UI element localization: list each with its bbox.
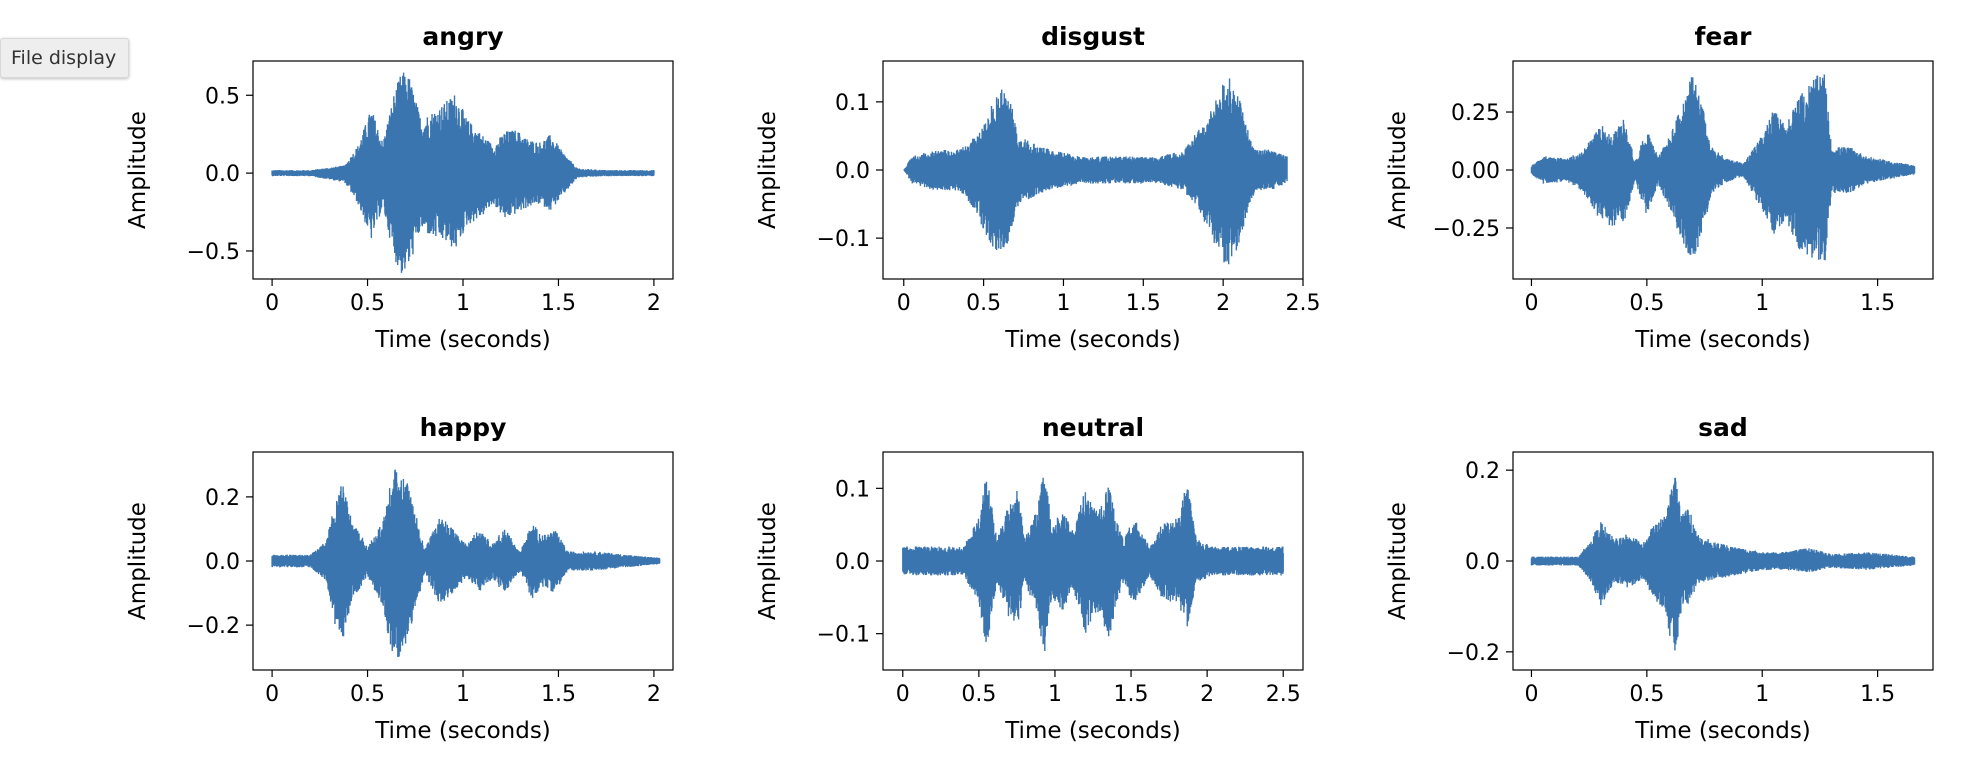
- x-tick-label: 1.5: [541, 682, 576, 707]
- x-tick-label: 1: [1056, 291, 1070, 316]
- y-axis-label: Amplitude: [1385, 502, 1411, 620]
- x-tick-label: 2: [1216, 291, 1230, 316]
- x-tick-label: 0.5: [1629, 291, 1664, 316]
- x-tick-label: 1.5: [1860, 682, 1895, 707]
- x-tick-label: 1.5: [1126, 291, 1161, 316]
- waveform-series: [271, 72, 655, 273]
- waveform-series: [902, 477, 1284, 652]
- y-tick-label: 0.2: [1465, 459, 1500, 484]
- y-tick-label: 0.00: [1451, 159, 1500, 184]
- subplot-happy: 0 0.5 1 1.5 2 −0.2 0.0 0.2 happy Time (seconds) Am…: [125, 413, 674, 744]
- x-tick-label: 0: [897, 291, 911, 316]
- y-tick-label: −0.2: [187, 614, 240, 639]
- y-tick-label: 0.1: [835, 477, 870, 502]
- x-axis-label: Time (seconds): [1004, 718, 1181, 744]
- subplot-disgust: 0 0.5 1 1.5 2 2.5 −0.1 0.0 0.1 disgust Time (secon…: [755, 22, 1321, 353]
- subplot-title: happy: [420, 413, 507, 442]
- x-axis-label: Time (seconds): [1634, 718, 1811, 744]
- x-tick-label: 1.5: [1860, 291, 1895, 316]
- y-axis-label: Amplitude: [125, 111, 151, 229]
- y-tick-label: 0.0: [205, 162, 240, 187]
- y-tick-label: −0.1: [817, 227, 870, 252]
- y-tick-label: −0.25: [1433, 217, 1500, 242]
- subplot-neutral: 0 0.5 1 1.5 2 2.5 −0.1 0.0 0.1 neutral Time (secon…: [755, 413, 1304, 744]
- y-tick-label: 0.0: [205, 550, 240, 575]
- subplot-title: disgust: [1041, 22, 1145, 51]
- y-tick-label: 0.0: [1465, 550, 1500, 575]
- x-tick-label: 0.5: [966, 291, 1001, 316]
- file-display-button[interactable]: File display: [0, 38, 130, 78]
- y-tick-label: −0.2: [1447, 641, 1500, 666]
- x-tick-label: 0.5: [1629, 682, 1664, 707]
- x-tick-label: 2: [647, 682, 661, 707]
- x-tick-label: 1.5: [1114, 682, 1149, 707]
- x-tick-label: 0: [896, 682, 910, 707]
- x-tick-label: 0: [265, 682, 279, 707]
- waveform-series: [1530, 477, 1916, 651]
- waveform-series: [1530, 74, 1916, 261]
- x-tick-label: 1: [456, 291, 470, 316]
- subplot-sad: 0 0.5 1 1.5 −0.2 0.0 0.2 sad Time (seconds) Ampli…: [1385, 413, 1934, 744]
- x-axis-label: Time (seconds): [1634, 327, 1811, 353]
- x-tick-label: 0: [265, 291, 279, 316]
- y-tick-label: 0.2: [205, 486, 240, 511]
- y-axis-label: Amplitude: [1385, 111, 1411, 229]
- x-tick-label: 2.5: [1286, 291, 1321, 316]
- x-tick-label: 1: [1755, 682, 1769, 707]
- x-tick-label: 2: [1200, 682, 1214, 707]
- subplot-angry: 0 0.5 1 1.5 2 −0.5 0.0 0.5 angry Time (seconds) Am…: [125, 22, 674, 353]
- x-tick-label: 1: [456, 682, 470, 707]
- subplot-title: neutral: [1042, 413, 1144, 442]
- x-tick-label: 0.5: [961, 682, 996, 707]
- x-tick-label: 0: [1524, 291, 1538, 316]
- x-tick-label: 0.5: [350, 291, 385, 316]
- y-tick-label: −0.1: [817, 623, 870, 648]
- waveform-series: [903, 78, 1288, 265]
- x-tick-label: 2: [647, 291, 661, 316]
- x-tick-label: 0.5: [350, 682, 385, 707]
- subplot-fear: 0 0.5 1 1.5 −0.25 0.00 0.25 fear Time (seconds) A…: [1385, 22, 1934, 353]
- subplot-title: angry: [422, 22, 503, 51]
- y-tick-label: 0.5: [205, 84, 240, 109]
- y-tick-label: 0.25: [1451, 101, 1500, 126]
- subplot-title: fear: [1694, 22, 1752, 51]
- x-tick-label: 2.5: [1266, 682, 1301, 707]
- y-tick-label: −0.5: [187, 240, 240, 265]
- subplot-title: sad: [1698, 413, 1748, 442]
- x-axis-label: Time (seconds): [374, 718, 551, 744]
- x-tick-label: 1: [1755, 291, 1769, 316]
- y-tick-label: 0.0: [835, 550, 870, 575]
- x-tick-label: 0: [1524, 682, 1538, 707]
- x-tick-label: 1.5: [541, 291, 576, 316]
- y-tick-label: 0.1: [835, 91, 870, 116]
- y-axis-label: Amplitude: [755, 502, 781, 620]
- y-axis-label: Amplitude: [125, 502, 151, 620]
- x-axis-label: Time (seconds): [374, 327, 551, 353]
- y-axis-label: Amplitude: [755, 111, 781, 229]
- waveform-series: [271, 469, 661, 658]
- x-axis-label: Time (seconds): [1004, 327, 1181, 353]
- x-tick-label: 1: [1048, 682, 1062, 707]
- y-tick-label: 0.0: [835, 159, 870, 184]
